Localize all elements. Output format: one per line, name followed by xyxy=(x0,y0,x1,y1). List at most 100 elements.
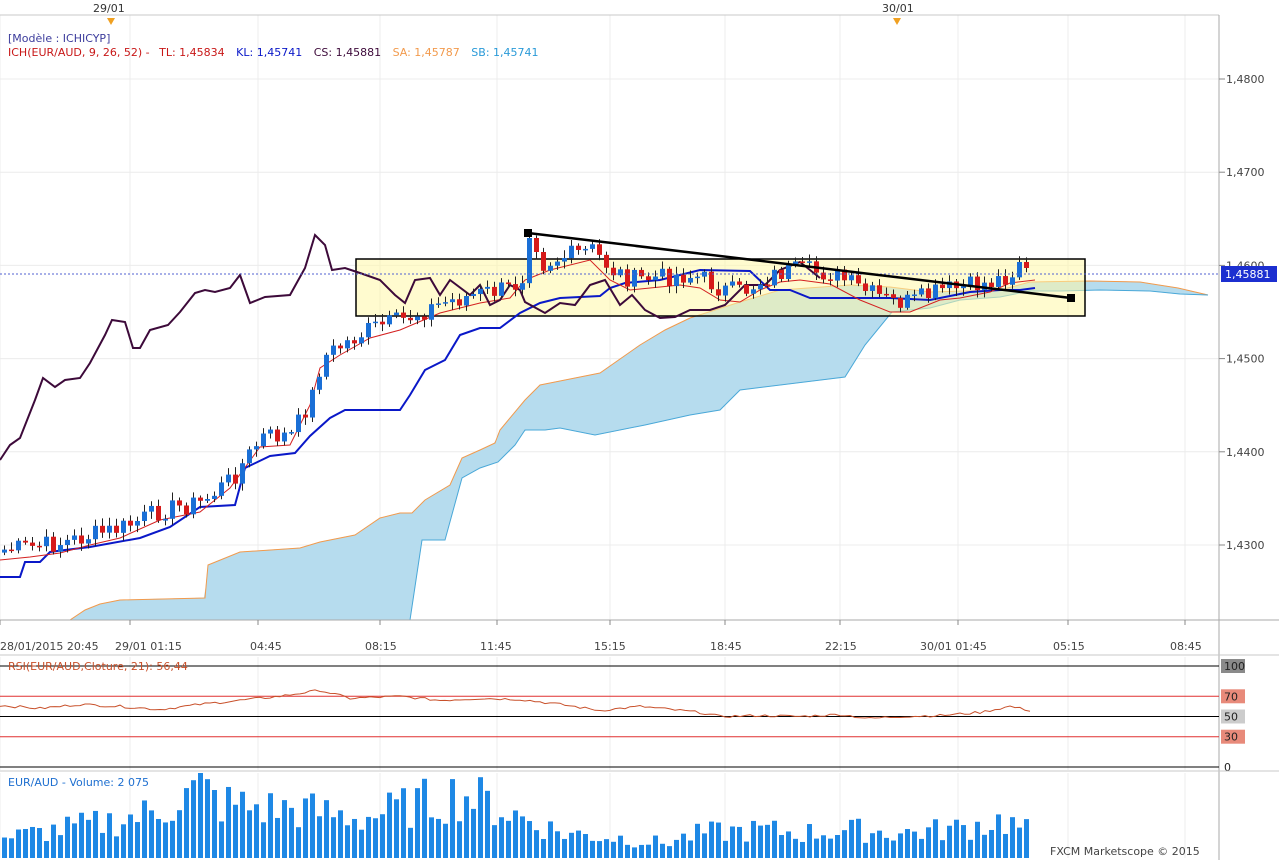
volume-bar xyxy=(793,838,798,858)
date-marker-2-icon xyxy=(893,18,901,25)
volume-bar xyxy=(779,835,784,858)
time-axis[interactable]: 28/01/2015 20:45 29/01 01:15 04:45 08:15 11:… xyxy=(0,619,1219,653)
volume-bar xyxy=(2,837,7,858)
current-price-label: 1,45881 xyxy=(1225,268,1271,281)
candle-body xyxy=(1017,262,1022,278)
volume-bar xyxy=(877,830,882,858)
volume-bar xyxy=(954,819,959,858)
price-tick-label: 1,4700 xyxy=(1226,166,1265,179)
volume-bar xyxy=(422,778,427,858)
volume-bar xyxy=(485,790,490,858)
time-tick-label: 11:45 xyxy=(480,640,512,653)
volume-bar xyxy=(646,844,651,858)
volume-bar xyxy=(23,828,28,858)
candle-body xyxy=(415,316,420,321)
candle-body xyxy=(268,429,273,434)
current-price-badge xyxy=(1221,266,1277,282)
candle-body xyxy=(744,284,749,294)
candle-body xyxy=(709,271,714,290)
volume-bar xyxy=(303,798,308,858)
candle-body xyxy=(534,238,539,252)
candle-body xyxy=(583,248,588,251)
candle-body xyxy=(177,500,182,506)
ichimoku-cloud xyxy=(69,280,1209,620)
volume-bar xyxy=(975,821,980,858)
volume-bar xyxy=(44,841,49,858)
model-label: [Modèle : ICHICYP] xyxy=(8,32,110,45)
volume-bar xyxy=(338,810,343,858)
volume-bar xyxy=(723,840,728,858)
volume-bar xyxy=(114,836,119,858)
volume-bar xyxy=(989,829,994,858)
volume-bar xyxy=(394,799,399,858)
candle-body xyxy=(695,276,700,279)
candle-body xyxy=(751,289,756,294)
volume-bar xyxy=(1024,819,1029,858)
volume-bar xyxy=(919,838,924,858)
volume-bar xyxy=(16,829,21,858)
candle-body xyxy=(51,536,56,552)
volume-bar xyxy=(947,825,952,858)
volume-bar xyxy=(254,804,259,858)
volume-bar xyxy=(597,841,602,858)
volume-bar xyxy=(86,819,91,858)
candle-body xyxy=(1003,276,1008,285)
volume-bar xyxy=(702,833,707,858)
candle-body xyxy=(163,518,168,521)
candle-body xyxy=(58,545,63,552)
trendline-handle-end[interactable] xyxy=(1067,294,1075,302)
time-tick-label: 18:45 xyxy=(710,640,742,653)
date-marker-2-text: 30/01 xyxy=(882,2,914,15)
candle-body xyxy=(674,274,679,287)
volume-bar xyxy=(912,831,917,858)
candle-body xyxy=(149,505,154,512)
volume-bar xyxy=(429,817,434,858)
volume-bar xyxy=(513,810,518,858)
candle-body xyxy=(940,284,945,289)
candle-body xyxy=(989,282,994,287)
volume-bar xyxy=(968,839,973,858)
candle-body xyxy=(275,429,280,442)
volume-bar xyxy=(1003,833,1008,858)
candle-body xyxy=(114,525,119,533)
volume-bar xyxy=(79,812,84,858)
candle-body xyxy=(618,269,623,276)
rsi-level-badge xyxy=(1221,689,1245,704)
volume-bar xyxy=(296,827,301,858)
candle-body xyxy=(107,525,112,533)
trendline[interactable] xyxy=(527,231,1072,300)
rsi-level-label: 30 xyxy=(1224,731,1238,744)
sa-value: SA: 1,45787 xyxy=(393,46,460,59)
chikou-line xyxy=(0,233,821,461)
volume-bar xyxy=(905,829,910,858)
trendline-handle-start[interactable] xyxy=(524,229,532,237)
candle-body xyxy=(611,267,616,276)
candle-body xyxy=(646,276,651,281)
volume-bar xyxy=(849,819,854,858)
candle-body xyxy=(961,286,966,289)
volume-bar xyxy=(408,827,413,858)
volume-bar xyxy=(863,842,868,858)
candle-body xyxy=(1010,277,1015,285)
volume-bar xyxy=(331,817,336,858)
volume-bar xyxy=(37,828,42,858)
candle-body xyxy=(436,303,441,305)
time-tick-label: 08:15 xyxy=(365,640,397,653)
rsi-level-label: 0 xyxy=(1224,761,1231,774)
volume-bar xyxy=(366,816,371,858)
candle-body xyxy=(44,536,49,547)
candle-body xyxy=(310,389,315,418)
volume-bar xyxy=(30,826,35,858)
candle-body xyxy=(793,261,798,265)
candle-body xyxy=(86,539,91,544)
candle-body xyxy=(653,276,658,281)
volume-bar xyxy=(492,825,497,858)
volume-bar xyxy=(450,779,455,858)
candle-body xyxy=(863,283,868,291)
candle-body xyxy=(135,520,140,526)
time-tick-label: 29/01 01:15 xyxy=(115,640,182,653)
volume-bar xyxy=(387,792,392,858)
candle-body xyxy=(996,276,1001,287)
time-tick-label: 04:45 xyxy=(250,640,282,653)
